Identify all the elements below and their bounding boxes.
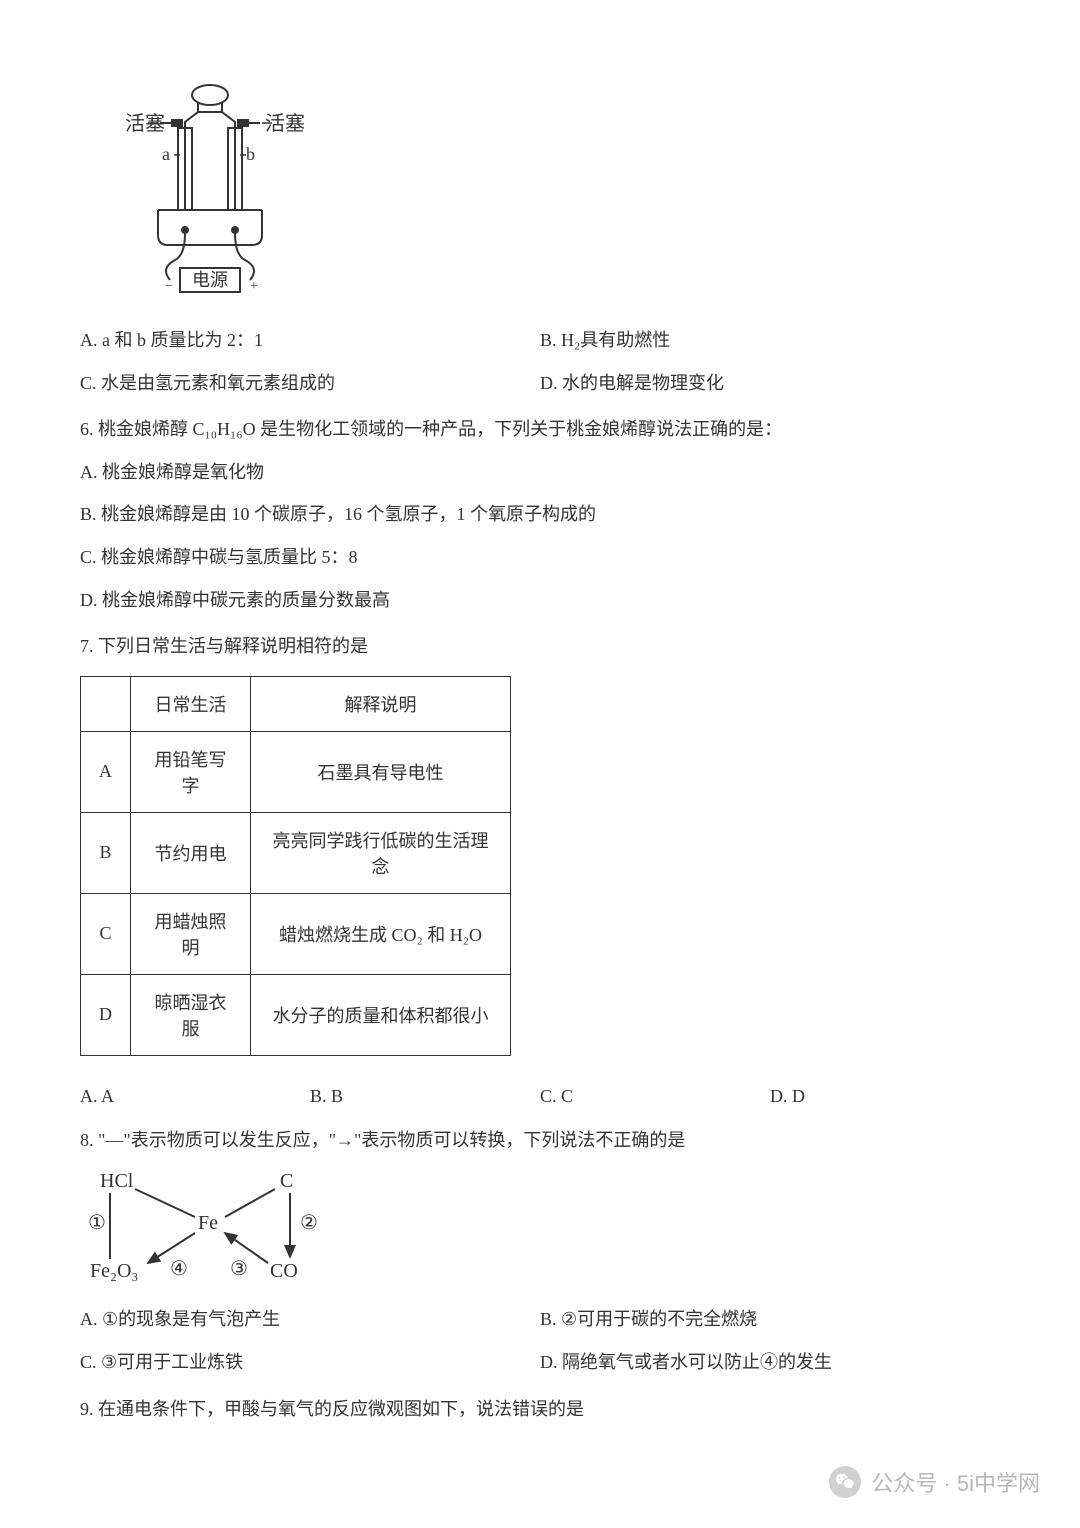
q5-row2: C. 水是由氢元素和氧元素组成的 D. 水的电解是物理变化 — [80, 368, 1000, 399]
node-c: C — [280, 1170, 293, 1192]
q9-stem: 9. 在通电条件下，甲酸与氧气的反应微观图如下，说法错误的是 — [80, 1394, 1000, 1425]
label-plus: + — [250, 279, 258, 294]
label-tube-a: a — [162, 144, 170, 164]
table-row: A 用铅笔写字 石墨具有导电性 — [81, 731, 511, 812]
wechat-icon — [829, 1466, 861, 1498]
table-cell: 节约用电 — [131, 812, 251, 893]
q8-option-b: B. ②可用于碳的不完全燃烧 — [540, 1304, 1000, 1335]
table-cell: 用铅笔写字 — [131, 731, 251, 812]
node-fe: Fe — [198, 1212, 218, 1234]
q5-option-b: B. H₂具有助燃性 — [540, 325, 1000, 356]
q5-option-d: D. 水的电解是物理变化 — [540, 368, 1000, 399]
label-piston-left: 活塞 — [125, 112, 165, 135]
label-minus: − — [165, 279, 173, 294]
label-power: 电源 — [192, 270, 228, 290]
electrolysis-diagram: 活塞 活塞 a b 电源 − + — [90, 80, 1000, 305]
q8-row1: A. ①的现象是有气泡产生 B. ②可用于碳的不完全燃烧 — [80, 1304, 1000, 1335]
num-4: ④ — [170, 1258, 188, 1280]
node-co: CO — [270, 1260, 298, 1282]
node-fe2o3: Fe₂O₃ — [90, 1260, 138, 1282]
table-cell: A — [81, 731, 131, 812]
q8-diagram: HCl C Fe Fe₂O₃ CO ① ② ③ ④ — [80, 1167, 1000, 1292]
q6-option-b: B. 桃金娘烯醇是由 10 个碳原子，16 个氢原子，1 个氧原子构成的 — [80, 499, 1000, 530]
q6-option-c: C. 桃金娘烯醇中碳与氢质量比 5：8 — [80, 542, 1000, 573]
table-cell: 晾晒湿衣服 — [131, 974, 251, 1055]
q7-options: A. A B. B C. C D. D — [80, 1086, 1000, 1107]
num-2: ② — [300, 1212, 318, 1234]
table-cell: 日常生活 — [131, 676, 251, 731]
q8-option-c: C. ③可用于工业炼铁 — [80, 1347, 540, 1378]
table-cell: 亮亮同学践行低碳的生活理念 — [251, 812, 511, 893]
q6-option-d: D. 桃金娘烯醇中碳元素的质量分数最高 — [80, 585, 1000, 616]
table-row: C 用蜡烛照明 蜡烛燃烧生成 CO₂ 和 H₂O — [81, 893, 511, 974]
table-cell: 石墨具有导电性 — [251, 731, 511, 812]
q8-stem: 8. "—"表示物质可以发生反应，"→"表示物质可以转换，下列说法不正确的是 — [80, 1125, 1000, 1156]
num-3: ③ — [230, 1258, 248, 1280]
q7-option-c: C. C — [540, 1086, 770, 1107]
table-cell: 用蜡烛照明 — [131, 893, 251, 974]
q7-option-a: A. A — [80, 1086, 310, 1107]
q8-option-d: D. 隔绝氧气或者水可以防止④的发生 — [540, 1347, 1000, 1378]
table-cell: 蜡烛燃烧生成 CO₂ 和 H₂O — [251, 893, 511, 974]
watermark-text: 公众号 · 5i中学网 — [871, 1466, 1040, 1498]
q7-stem: 7. 下列日常生活与解释说明相符的是 — [80, 631, 1000, 662]
table-cell: 水分子的质量和体积都很小 — [251, 974, 511, 1055]
q8-row2: C. ③可用于工业炼铁 D. 隔绝氧气或者水可以防止④的发生 — [80, 1347, 1000, 1378]
q7-option-b: B. B — [310, 1086, 540, 1107]
num-1: ① — [88, 1212, 106, 1234]
table-cell: B — [81, 812, 131, 893]
label-tube-b: b — [246, 144, 255, 164]
watermark: 公众号 · 5i中学网 — [829, 1466, 1040, 1498]
node-hcl: HCl — [100, 1170, 134, 1192]
q7-option-d: D. D — [770, 1086, 1000, 1107]
q6-option-a: A. 桃金娘烯醇是氧化物 — [80, 457, 1000, 488]
table-row: 日常生活 解释说明 — [81, 676, 511, 731]
q5-option-a: A. a 和 b 质量比为 2：1 — [80, 325, 540, 356]
q8-option-a: A. ①的现象是有气泡产生 — [80, 1304, 540, 1335]
q8-svg: HCl C Fe Fe₂O₃ CO ① ② ③ ④ — [80, 1167, 340, 1287]
table-cell: C — [81, 893, 131, 974]
table-cell: D — [81, 974, 131, 1055]
electrolysis-svg: 活塞 活塞 a b 电源 − + — [90, 80, 330, 300]
table-row: D 晾晒湿衣服 水分子的质量和体积都很小 — [81, 974, 511, 1055]
table-cell: 解释说明 — [251, 676, 511, 731]
q5-row1: A. a 和 b 质量比为 2：1 B. H₂具有助燃性 — [80, 325, 1000, 356]
q7-table: 日常生活 解释说明 A 用铅笔写字 石墨具有导电性 B 节约用电 亮亮同学践行低… — [80, 676, 511, 1056]
q6-stem: 6. 桃金娘烯醇 C₁₀H₁₆O 是生物化工领域的一种产品，下列关于桃金娘烯醇说… — [80, 414, 1000, 445]
q5-option-c: C. 水是由氢元素和氧元素组成的 — [80, 368, 540, 399]
wechat-svg — [834, 1471, 856, 1493]
table-cell — [81, 676, 131, 731]
table-row: B 节约用电 亮亮同学践行低碳的生活理念 — [81, 812, 511, 893]
